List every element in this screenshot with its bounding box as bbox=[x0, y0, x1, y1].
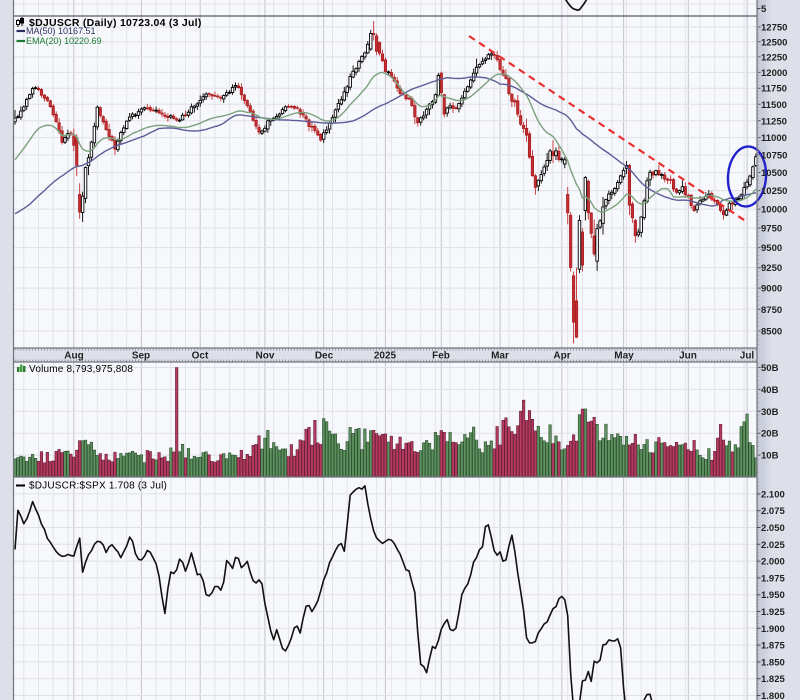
svg-text:50B: 50B bbox=[761, 363, 779, 374]
svg-text:10750: 10750 bbox=[761, 150, 787, 161]
svg-text:8500: 8500 bbox=[761, 327, 782, 338]
svg-text:1.875: 1.875 bbox=[761, 641, 785, 652]
svg-text:Volume 8,793,975,808: Volume 8,793,975,808 bbox=[29, 364, 133, 375]
svg-text:5: 5 bbox=[761, 4, 767, 15]
svg-text:9500: 9500 bbox=[761, 243, 782, 254]
svg-text:9750: 9750 bbox=[761, 224, 782, 235]
svg-text:1.975: 1.975 bbox=[761, 573, 785, 584]
svg-text:10000: 10000 bbox=[761, 205, 787, 216]
svg-text:12500: 12500 bbox=[761, 37, 787, 48]
svg-text:11250: 11250 bbox=[761, 116, 787, 127]
svg-text:2.050: 2.050 bbox=[761, 523, 785, 534]
svg-text:2.075: 2.075 bbox=[761, 506, 785, 517]
svg-text:9250: 9250 bbox=[761, 263, 782, 274]
svg-text:10500: 10500 bbox=[761, 168, 787, 179]
svg-text:11000: 11000 bbox=[761, 133, 787, 144]
svg-text:2.100: 2.100 bbox=[761, 489, 785, 500]
svg-text:Feb: Feb bbox=[432, 351, 450, 362]
svg-text:1.900: 1.900 bbox=[761, 624, 785, 635]
svg-text:Aug: Aug bbox=[64, 351, 83, 362]
svg-text:1.800: 1.800 bbox=[761, 691, 785, 700]
svg-text:10250: 10250 bbox=[761, 186, 787, 197]
svg-text:Sep: Sep bbox=[132, 351, 150, 362]
svg-text:Oct: Oct bbox=[192, 351, 209, 362]
svg-text:11750: 11750 bbox=[761, 84, 787, 95]
svg-text:1.925: 1.925 bbox=[761, 607, 785, 618]
svg-text:40B: 40B bbox=[761, 385, 779, 396]
svg-text:$DJUSCR (Daily) 10723.04 (3 Ju: $DJUSCR (Daily) 10723.04 (3 Jul) bbox=[29, 17, 202, 29]
svg-text:11500: 11500 bbox=[761, 100, 787, 111]
svg-text:Nov: Nov bbox=[256, 351, 275, 362]
svg-text:Dec: Dec bbox=[315, 351, 334, 362]
svg-text:10B: 10B bbox=[761, 451, 779, 462]
svg-text:12000: 12000 bbox=[761, 68, 787, 79]
svg-text:12750: 12750 bbox=[761, 22, 787, 33]
svg-text:Apr: Apr bbox=[553, 351, 570, 362]
svg-text:1.825: 1.825 bbox=[761, 674, 785, 685]
svg-text:2025: 2025 bbox=[374, 351, 397, 362]
svg-text:MA(50) 10167.51: MA(50) 10167.51 bbox=[26, 26, 96, 36]
svg-text:Jun: Jun bbox=[679, 351, 697, 362]
svg-text:8750: 8750 bbox=[761, 305, 782, 316]
svg-text:1.950: 1.950 bbox=[761, 590, 785, 601]
svg-text:30B: 30B bbox=[761, 407, 779, 418]
svg-text:1.850: 1.850 bbox=[761, 657, 785, 668]
svg-text:2.025: 2.025 bbox=[761, 540, 785, 551]
svg-text:Jul: Jul bbox=[740, 351, 755, 362]
svg-text:EMA(20) 10220.69: EMA(20) 10220.69 bbox=[26, 36, 102, 46]
svg-text:20B: 20B bbox=[761, 429, 779, 440]
svg-text:12250: 12250 bbox=[761, 52, 787, 63]
svg-text:Mar: Mar bbox=[491, 351, 509, 362]
svg-text:2.000: 2.000 bbox=[761, 557, 785, 568]
svg-text:$DJUSCR:$SPX 1.708 (3 Jul): $DJUSCR:$SPX 1.708 (3 Jul) bbox=[29, 481, 167, 492]
svg-text:9000: 9000 bbox=[761, 284, 782, 295]
svg-text:May: May bbox=[614, 351, 634, 362]
